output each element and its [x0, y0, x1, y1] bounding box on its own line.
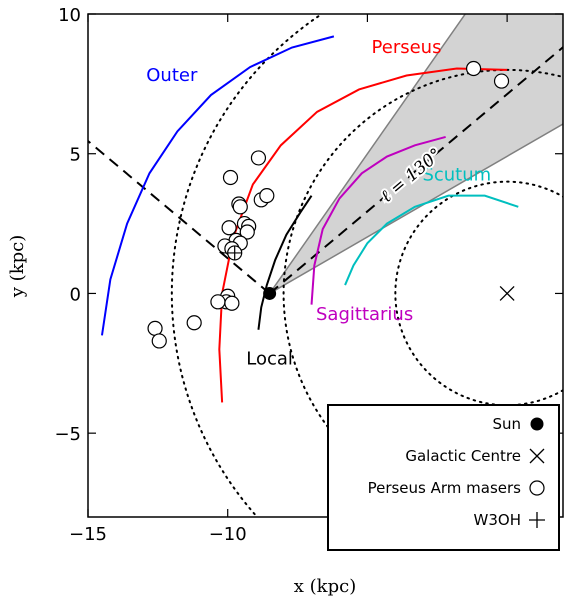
x-axis-label: x (kpc)	[294, 576, 356, 597]
arm-label-local: Local	[246, 349, 293, 370]
arm-sagittarius	[310, 135, 446, 305]
maser-point-18	[224, 295, 240, 311]
y-tick-label: −5	[54, 424, 81, 445]
sight-line-label-2: ℓ = 230°	[0, 58, 59, 120]
maser-point-1	[250, 150, 267, 166]
maser-point-20	[147, 320, 163, 336]
legend-marker-w3oh	[529, 512, 545, 528]
arm-label-sagittarius: Sagittarius	[316, 304, 413, 325]
legend: Sun Galactic Centre Perseus Arm masers W3OH	[327, 404, 560, 551]
legend-marker-galactic-centre	[529, 448, 545, 464]
legend-marker-maser	[529, 480, 545, 496]
legend-label: Perseus Arm masers	[368, 479, 522, 497]
maser-point-21	[151, 333, 167, 349]
galactocentric-circle-1	[394, 180, 563, 407]
w3oh-plus	[227, 245, 242, 260]
plot-frame	[87, 13, 564, 518]
legend-marker-sun	[530, 417, 544, 431]
maser-point-2	[222, 169, 239, 186]
legend-box	[327, 404, 560, 551]
maser-point-9	[239, 224, 255, 240]
legend-label: W3OH	[474, 511, 521, 529]
y-tick-label: 10	[58, 5, 81, 26]
legend-label: Sun	[492, 415, 521, 433]
arm-scutum	[344, 194, 519, 286]
maser-point-4	[259, 188, 275, 204]
arm-local	[257, 195, 313, 330]
sun-point	[263, 286, 277, 300]
maser-point-23	[493, 73, 510, 89]
maser-point-22	[465, 60, 482, 77]
arm-outer	[100, 35, 335, 336]
x-tick-label: −15	[69, 524, 107, 545]
galactocentric-circle-3	[170, 14, 324, 517]
galactic-centre-point	[499, 285, 515, 301]
y-tick-label: 0	[70, 284, 81, 305]
arm-label-perseus: Perseus	[372, 37, 442, 58]
maser-point-10	[221, 220, 237, 236]
legend-label: Galactic Centre	[405, 447, 521, 465]
x-tick-label: −10	[209, 524, 247, 545]
longitude-wedge	[269, 14, 563, 295]
arm-label-scutum: Scutum	[422, 164, 491, 185]
maser-point-17	[210, 294, 226, 310]
y-tick-label: 5	[70, 145, 81, 166]
y-axis-label: y (kpc)	[7, 235, 28, 298]
maser-point-19	[186, 315, 202, 331]
maser-point-6	[232, 199, 248, 215]
arm-label-outer: Outer	[146, 65, 198, 86]
